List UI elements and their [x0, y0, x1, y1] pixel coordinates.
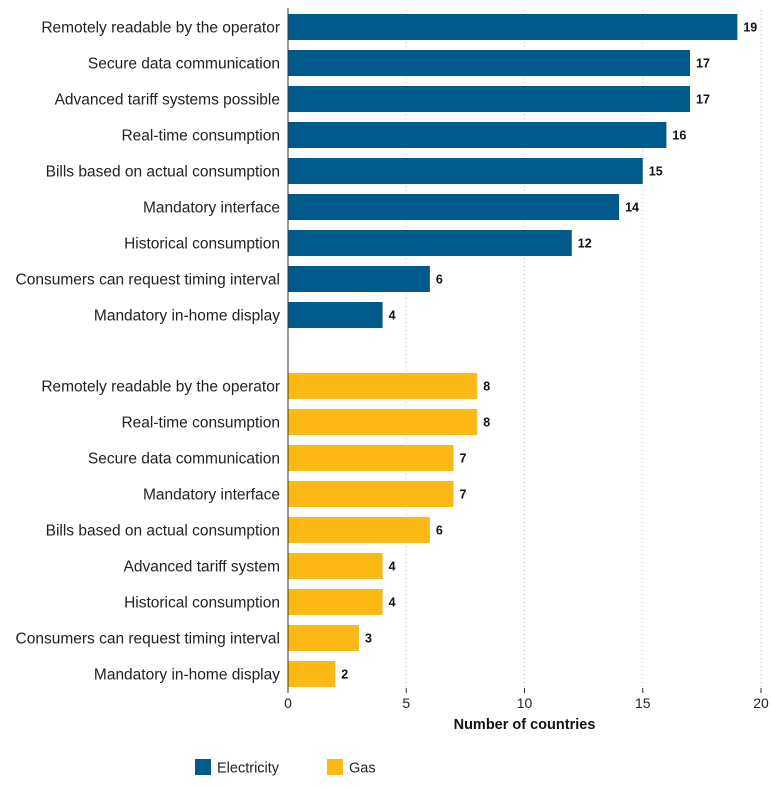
value-label: 14	[625, 201, 639, 215]
value-label: 4	[389, 309, 396, 323]
bar	[288, 625, 359, 651]
bar	[288, 553, 383, 579]
category-label: Mandatory in-home display	[94, 667, 280, 684]
legend-swatch	[327, 759, 343, 775]
legend-swatch	[195, 759, 211, 775]
legend-label: Electricity	[217, 761, 280, 777]
category-label: Historical consumption	[124, 236, 280, 253]
bar	[288, 661, 336, 687]
value-label: 4	[389, 560, 396, 574]
bar	[288, 373, 478, 399]
value-label: 6	[436, 524, 443, 538]
category-label: Advanced tariff system	[123, 559, 280, 576]
bar	[288, 445, 454, 471]
bar	[288, 194, 620, 220]
category-label: Bills based on actual consumption	[46, 523, 280, 540]
bars: Remotely readable by the operator 19 Secur…	[16, 14, 757, 687]
category-label: Consumers can request timing interval	[16, 272, 280, 289]
x-tick-label: 10	[517, 695, 533, 711]
category-label: Remotely readable by the operator	[41, 20, 280, 37]
bar	[288, 302, 383, 328]
value-label: 16	[672, 129, 686, 143]
value-label: 6	[436, 273, 443, 287]
value-label: 8	[483, 380, 490, 394]
category-label: Mandatory in-home display	[94, 308, 280, 325]
category-label: Bills based on actual consumption	[46, 164, 280, 181]
value-label: 17	[696, 57, 710, 71]
category-label: Real-time consumption	[121, 415, 280, 432]
value-label: 2	[341, 668, 348, 682]
bar	[288, 158, 643, 184]
bar	[288, 266, 430, 292]
value-label: 4	[389, 596, 396, 610]
value-label: 8	[483, 416, 490, 430]
category-label: Mandatory interface	[143, 200, 280, 217]
category-label: Secure data communication	[88, 56, 280, 73]
value-label: 19	[743, 21, 757, 35]
category-label: Remotely readable by the operator	[41, 379, 280, 396]
category-label: Secure data communication	[88, 451, 280, 468]
category-label: Real-time consumption	[121, 128, 280, 145]
category-label: Consumers can request timing interval	[16, 631, 280, 648]
value-label: 3	[365, 632, 372, 646]
category-label: Historical consumption	[124, 595, 280, 612]
category-label: Mandatory interface	[143, 487, 280, 504]
bar	[288, 481, 454, 507]
bar	[288, 122, 667, 148]
bar	[288, 50, 691, 76]
x-axis: 0 5 10 15 20	[284, 8, 769, 711]
legend: Electricity Gas	[195, 759, 376, 777]
x-tick-label: 5	[402, 695, 410, 711]
category-label: Advanced tariff systems possible	[55, 92, 280, 109]
x-axis-title: Number of countries	[454, 717, 596, 733]
bar	[288, 86, 691, 112]
legend-label: Gas	[349, 761, 376, 777]
value-label: 17	[696, 93, 710, 107]
value-label: 7	[460, 452, 467, 466]
value-label: 7	[460, 488, 467, 502]
value-label: 15	[649, 165, 663, 179]
x-tick-label: 15	[635, 695, 651, 711]
bar	[288, 14, 738, 40]
x-tick-label: 0	[284, 695, 292, 711]
bar	[288, 589, 383, 615]
x-tick-label: 20	[753, 695, 769, 711]
bar	[288, 230, 572, 256]
value-label: 12	[578, 237, 592, 251]
bar	[288, 409, 478, 435]
bar	[288, 517, 430, 543]
